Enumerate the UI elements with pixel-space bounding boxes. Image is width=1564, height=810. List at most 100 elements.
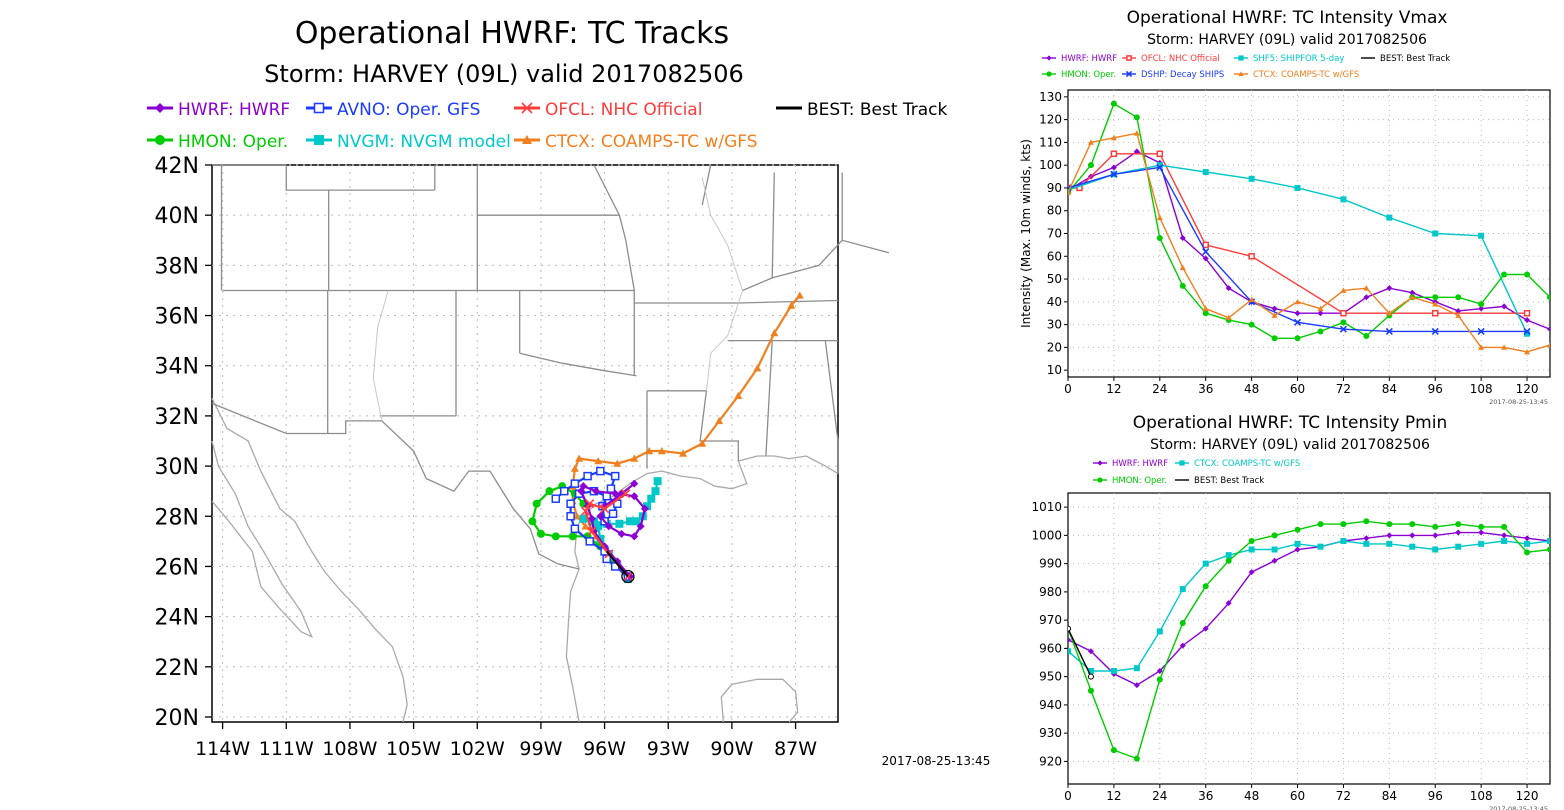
series-dshp: [1068, 163, 1531, 336]
data-point: [1110, 170, 1118, 178]
data-point: [1179, 235, 1186, 242]
track-point: [608, 509, 618, 519]
data-point: [1271, 305, 1278, 312]
track-point: [572, 512, 581, 520]
track-point: [606, 484, 616, 493]
data-point: [1248, 296, 1255, 302]
map-xtick-label: 90W: [710, 738, 753, 760]
track-point: [570, 464, 579, 472]
data-point: [1317, 310, 1324, 317]
track-point: [596, 512, 605, 521]
data-point: [1340, 287, 1347, 293]
data-point: [1455, 294, 1462, 301]
data-point: [1248, 321, 1255, 328]
ytick-label: 20: [1047, 340, 1062, 354]
track-point: [600, 504, 610, 514]
map-ytick-label: 26N: [155, 555, 199, 580]
legend-marker: [155, 135, 165, 145]
legend-marker: [1238, 55, 1244, 61]
legend-label: HWRF: HWRF: [1112, 459, 1168, 469]
vmax-legend: HWRF: HWRF OFCL: NHC Official SHF5: SHIPFO…: [1042, 54, 1450, 80]
track-point: [643, 502, 652, 511]
map-ytick-label: 20N: [155, 706, 199, 731]
track-point: [651, 487, 660, 496]
data-point: [1455, 312, 1462, 318]
legend-label: SHF5: SHIPFOR 5-day: [1253, 54, 1344, 64]
xtick-label: 0: [1064, 789, 1072, 803]
track-point: [626, 572, 635, 581]
track-point: [610, 471, 620, 481]
legend-marker: [1126, 55, 1132, 61]
track-point: [545, 487, 554, 496]
ytick-label: 40: [1047, 295, 1062, 309]
data-point: [1179, 642, 1186, 649]
data-point: [1133, 665, 1140, 672]
data-point: [1202, 255, 1209, 262]
storm-symbol-icon: [621, 569, 635, 584]
chart-timestamp: 2017-08-25-13:45: [1489, 805, 1548, 810]
legend-marker: [155, 103, 165, 113]
series-layer: [1068, 100, 1550, 355]
legend-marker: [1097, 477, 1103, 483]
data-point: [1133, 755, 1140, 762]
track-legend-item-ctcx: CTCX: COAMPS-TC w/GFS: [514, 132, 758, 152]
map-xtick-label: 99W: [519, 738, 562, 760]
track-point: [617, 529, 626, 538]
legend-marker: [1097, 460, 1103, 466]
xtick-label: 120: [1516, 382, 1539, 396]
map-ytick-label: 22N: [155, 656, 199, 681]
data-point: [1133, 148, 1140, 155]
track-point: [604, 522, 613, 531]
map-ytick-label: 36N: [155, 305, 199, 330]
track-point: [613, 459, 622, 467]
data-point: [1455, 543, 1462, 550]
track-point: [568, 532, 577, 541]
ytick-label: 940: [1039, 698, 1062, 712]
track-point: [636, 522, 645, 531]
track-point: [587, 526, 597, 536]
track-point: [575, 454, 584, 462]
track-point: [551, 532, 560, 541]
data-point: [1156, 235, 1163, 242]
legend-item-hwrf: HWRF: HWRF: [1042, 54, 1117, 64]
track-legend-item-ofcl: OFCL: NHC Official: [514, 100, 702, 120]
data-point: [1386, 521, 1393, 528]
data-point: [1340, 196, 1347, 203]
track-point: [753, 364, 762, 372]
data-point: [1432, 301, 1439, 307]
map-xtick-label: 105W: [386, 738, 441, 760]
track-point: [570, 479, 580, 488]
data-point: [1386, 214, 1393, 221]
xtick-label: 24: [1152, 789, 1167, 803]
map-xtick-label: 102W: [450, 738, 505, 760]
track-point: [592, 487, 601, 496]
legend-item-ofcl: OFCL: NHC Official: [1122, 54, 1220, 64]
track-point: [647, 494, 656, 503]
data-point: [1068, 184, 1072, 192]
legend-item-best: BEST: Best Track: [1175, 476, 1264, 486]
data-point: [1524, 271, 1531, 278]
data-point: [1179, 282, 1186, 289]
data-point: [1524, 535, 1531, 542]
state-border: [824, 340, 839, 474]
ytick-label: 50: [1047, 272, 1062, 286]
y-axis-label: Intensity (Max. 10m winds, kts): [1019, 139, 1033, 328]
map-ytick-label: 32N: [155, 405, 199, 430]
legend-label: HWRF: HWRF: [1061, 54, 1117, 64]
ytick-label: 110: [1039, 135, 1062, 149]
data-point: [1110, 747, 1117, 754]
pmin-title: Operational HWRF: TC Intensity Pmin: [1133, 413, 1448, 433]
xtick-label: 84: [1382, 382, 1397, 396]
ytick-label: 920: [1039, 754, 1062, 768]
track-legend-item-nvgm: NVGM: NVGM model: [306, 132, 511, 152]
data-point: [1156, 676, 1163, 683]
xtick-label: 48: [1244, 382, 1259, 396]
map-xtick-label: 96W: [583, 738, 626, 760]
data-point: [1339, 325, 1347, 333]
data-point: [1294, 184, 1301, 191]
ytick-label: 1010: [1031, 500, 1062, 514]
vmax-plot: 0 12 24 36 48 60 72 84 96 108 120 10 20 30 40 50 60 70 80 9…: [1019, 89, 1551, 406]
data-point: [1409, 532, 1416, 539]
series-line: [1068, 628, 1092, 677]
track-point: [594, 522, 603, 531]
